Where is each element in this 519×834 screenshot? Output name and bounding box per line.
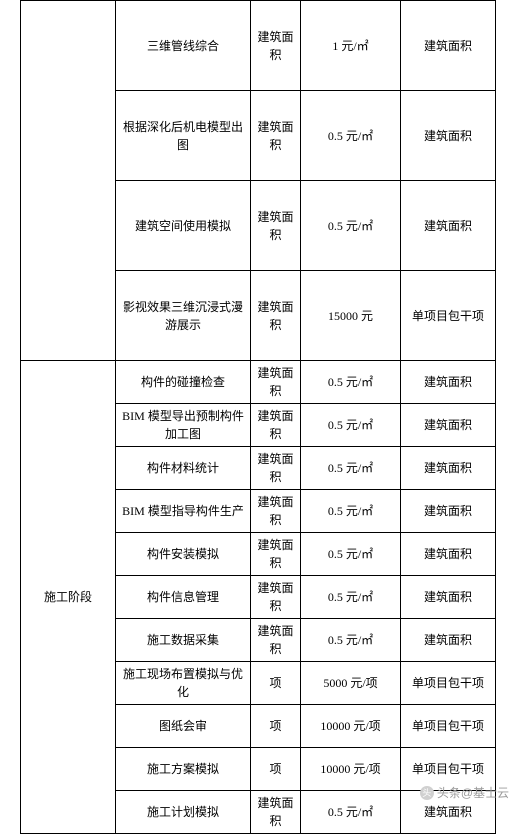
item-cell: 构件的碰撞检查 (116, 361, 251, 404)
price-cell: 5000 元/项 (301, 662, 401, 705)
note-cell: 建筑面积 (401, 533, 496, 576)
note-cell: 建筑面积 (401, 619, 496, 662)
price-cell: 0.5 元/㎡ (301, 404, 401, 447)
item-cell: 施工计划模拟 (116, 791, 251, 834)
basis-cell: 建筑面积 (251, 361, 301, 404)
note-cell: 建筑面积 (401, 490, 496, 533)
note-cell: 建筑面积 (401, 361, 496, 404)
note-cell: 建筑面积 (401, 404, 496, 447)
price-cell: 0.5 元/㎡ (301, 181, 401, 271)
basis-cell: 项 (251, 705, 301, 748)
item-cell: BIM 模型指导构件生产 (116, 490, 251, 533)
note-cell: 建筑面积 (401, 91, 496, 181)
price-cell: 0.5 元/㎡ (301, 791, 401, 834)
price-cell: 1 元/㎡ (301, 1, 401, 91)
item-cell: 构件安装模拟 (116, 533, 251, 576)
item-cell: 根据深化后机电模型出图 (116, 91, 251, 181)
basis-cell: 建筑面积 (251, 490, 301, 533)
basis-cell: 建筑面积 (251, 576, 301, 619)
note-cell: 建筑面积 (401, 1, 496, 91)
note-cell: 单项目包干项 (401, 662, 496, 705)
item-cell: 施工数据采集 (116, 619, 251, 662)
note-cell: 建筑面积 (401, 181, 496, 271)
phase-cell (21, 1, 116, 361)
basis-cell: 建筑面积 (251, 181, 301, 271)
price-cell: 10000 元/项 (301, 748, 401, 791)
item-cell: 施工现场布置模拟与优化 (116, 662, 251, 705)
price-cell: 0.5 元/㎡ (301, 490, 401, 533)
note-cell: 单项目包干项 (401, 271, 496, 361)
item-cell: BIM 模型导出预制构件加工图 (116, 404, 251, 447)
basis-cell: 建筑面积 (251, 404, 301, 447)
item-cell: 影视效果三维沉浸式漫游展示 (116, 271, 251, 361)
table-row: 施工阶段 构件的碰撞检查 建筑面积 0.5 元/㎡ 建筑面积 (21, 361, 496, 404)
watermark-text: 头条@基士云 (437, 784, 509, 801)
pricing-table: 三维管线综合 建筑面积 1 元/㎡ 建筑面积 根据深化后机电模型出图 建筑面积 … (20, 0, 496, 834)
price-cell: 0.5 元/㎡ (301, 361, 401, 404)
item-cell: 三维管线综合 (116, 1, 251, 91)
basis-cell: 建筑面积 (251, 619, 301, 662)
table-row: 三维管线综合 建筑面积 1 元/㎡ 建筑面积 (21, 1, 496, 91)
basis-cell: 建筑面积 (251, 1, 301, 91)
price-cell: 0.5 元/㎡ (301, 619, 401, 662)
watermark: 头 头条@基士云 (420, 784, 509, 801)
note-cell: 建筑面积 (401, 576, 496, 619)
price-cell: 0.5 元/㎡ (301, 533, 401, 576)
price-cell: 10000 元/项 (301, 705, 401, 748)
basis-cell: 建筑面积 (251, 271, 301, 361)
price-cell: 0.5 元/㎡ (301, 576, 401, 619)
basis-cell: 建筑面积 (251, 91, 301, 181)
item-cell: 建筑空间使用模拟 (116, 181, 251, 271)
price-cell: 0.5 元/㎡ (301, 447, 401, 490)
phase-cell: 施工阶段 (21, 361, 116, 834)
note-cell: 单项目包干项 (401, 705, 496, 748)
basis-cell: 建筑面积 (251, 533, 301, 576)
price-cell: 0.5 元/㎡ (301, 91, 401, 181)
note-cell: 建筑面积 (401, 447, 496, 490)
price-cell: 15000 元 (301, 271, 401, 361)
basis-cell: 建筑面积 (251, 791, 301, 834)
item-cell: 图纸会审 (116, 705, 251, 748)
watermark-icon: 头 (420, 786, 434, 800)
item-cell: 构件材料统计 (116, 447, 251, 490)
basis-cell: 项 (251, 748, 301, 791)
basis-cell: 建筑面积 (251, 447, 301, 490)
item-cell: 施工方案模拟 (116, 748, 251, 791)
basis-cell: 项 (251, 662, 301, 705)
item-cell: 构件信息管理 (116, 576, 251, 619)
